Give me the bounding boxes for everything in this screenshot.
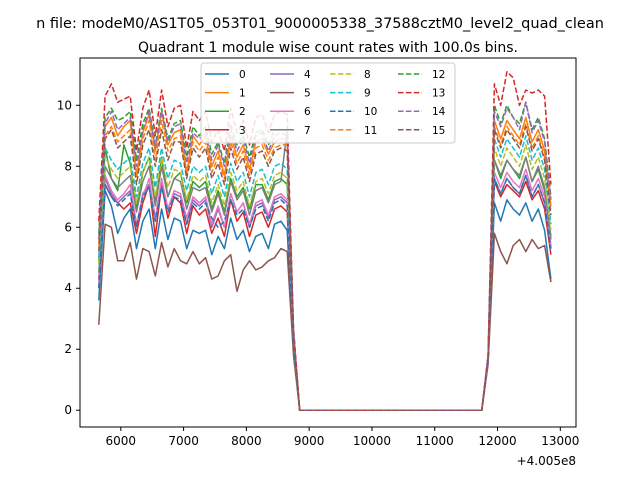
series-line-0 — [98, 189, 552, 411]
legend-label: 4 — [304, 69, 311, 81]
legend-label: 9 — [364, 88, 371, 100]
series-lines — [98, 70, 552, 411]
series-line-15 — [98, 125, 552, 411]
legend-item-4: 4 — [270, 69, 311, 81]
y-tick-label: 2 — [64, 342, 72, 356]
legend-item-0: 0 — [205, 69, 246, 81]
y-axis: 0 2 4 6 8 10 — [57, 98, 80, 417]
y-tick-label: 0 — [64, 403, 72, 417]
series-line-7 — [98, 128, 552, 411]
series-line-8 — [98, 144, 552, 411]
legend-label: 2 — [239, 106, 246, 118]
legend-label: 12 — [432, 69, 445, 81]
legend-item-14: 14 — [398, 106, 446, 118]
legend-label: 11 — [364, 125, 377, 137]
legend-item-10: 10 — [330, 106, 377, 118]
legend-item-1: 1 — [205, 88, 246, 100]
legend-label: 6 — [304, 106, 311, 118]
legend-label: 8 — [364, 69, 371, 81]
legend-item-6: 6 — [270, 106, 311, 118]
series-line-5 — [98, 223, 552, 411]
x-tick-label: 6000 — [106, 434, 137, 448]
series-line-9 — [98, 135, 552, 411]
x-tick-label: 11000 — [416, 434, 454, 448]
x-tick-label: 7000 — [168, 434, 199, 448]
x-tick-label: 9000 — [294, 434, 325, 448]
legend-label: 13 — [432, 88, 445, 100]
series-line-11 — [98, 119, 552, 411]
y-tick-label: 10 — [57, 98, 72, 112]
x-axis: 6000 7000 8000 9000 10000 11000 12000 13000 — [106, 427, 579, 448]
legend-label: 10 — [364, 106, 377, 118]
y-tick-label: 6 — [64, 220, 72, 234]
legend-item-5: 5 — [270, 88, 311, 100]
legend-item-7: 7 — [270, 125, 311, 137]
legend-item-11: 11 — [330, 125, 377, 137]
legend-item-13: 13 — [398, 88, 445, 100]
x-tick-label: 12000 — [478, 434, 516, 448]
legend-label: 15 — [432, 125, 445, 137]
legend-label: 1 — [239, 88, 246, 100]
legend-item-9: 9 — [330, 88, 371, 100]
x-tick-label: 13000 — [541, 434, 579, 448]
legend-box — [200, 62, 456, 144]
chart-title: Quadrant 1 module wise count rates with … — [138, 40, 518, 56]
x-tick-label: 10000 — [353, 434, 391, 448]
x-tick-label: 8000 — [231, 434, 262, 448]
legend-item-8: 8 — [330, 69, 371, 81]
legend-label: 14 — [432, 106, 446, 118]
legend-label: 3 — [239, 125, 246, 137]
legend-label: 5 — [304, 88, 311, 100]
series-line-3 — [98, 180, 552, 411]
y-tick-label: 4 — [64, 281, 72, 295]
legend-item-12: 12 — [398, 69, 445, 81]
plot-frame — [79, 57, 577, 428]
x-offset-label: +4.005e8 — [517, 454, 576, 468]
legend-label: 7 — [304, 125, 311, 137]
legend-item-15: 15 — [398, 125, 445, 137]
legend-item-3: 3 — [205, 125, 246, 137]
legend-label: 0 — [239, 69, 246, 81]
suptitle: n file: modeM0/AS1T05_053T01_9000005338_… — [36, 16, 604, 32]
legend-item-2: 2 — [205, 106, 246, 118]
y-tick-label: 8 — [64, 159, 72, 173]
